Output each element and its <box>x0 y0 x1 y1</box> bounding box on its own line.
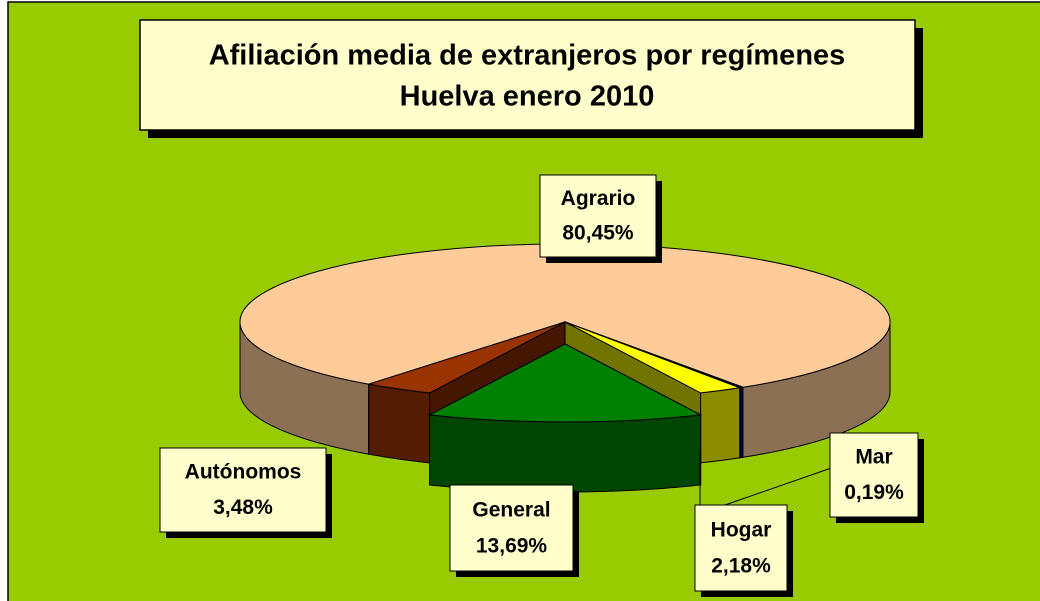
label-category: Mar <box>855 446 892 469</box>
label-box <box>829 432 919 518</box>
label-box <box>159 447 327 533</box>
slice-side <box>368 383 431 464</box>
chart-title: Afiliación media de extranjeros por regí… <box>209 40 846 72</box>
label-category: Autónomos <box>185 461 302 484</box>
label-category: Agrario <box>561 187 636 210</box>
leader-line <box>724 464 841 506</box>
label-value: 3,48% <box>213 496 273 519</box>
chart-subtitle: Huelva enero 2010 <box>400 81 655 113</box>
label-category: Hogar <box>711 518 772 541</box>
slice-side <box>429 414 702 493</box>
label-box <box>694 504 788 592</box>
label-value: 0,19% <box>844 481 904 504</box>
label-box <box>539 174 657 258</box>
slice-side <box>700 387 741 464</box>
label-value: 2,18% <box>711 554 771 577</box>
labels: Agrario 80,45% Autónomos 3,48% General 13,69%… <box>159 174 924 597</box>
pie <box>239 243 891 493</box>
slice <box>368 321 566 394</box>
label-value: 80,45% <box>562 222 634 245</box>
title-box <box>139 19 916 131</box>
slice <box>564 321 742 394</box>
label-category: General <box>472 498 550 521</box>
label-value: 13,69% <box>476 534 548 557</box>
label-box <box>449 484 574 572</box>
slice <box>427 343 703 423</box>
